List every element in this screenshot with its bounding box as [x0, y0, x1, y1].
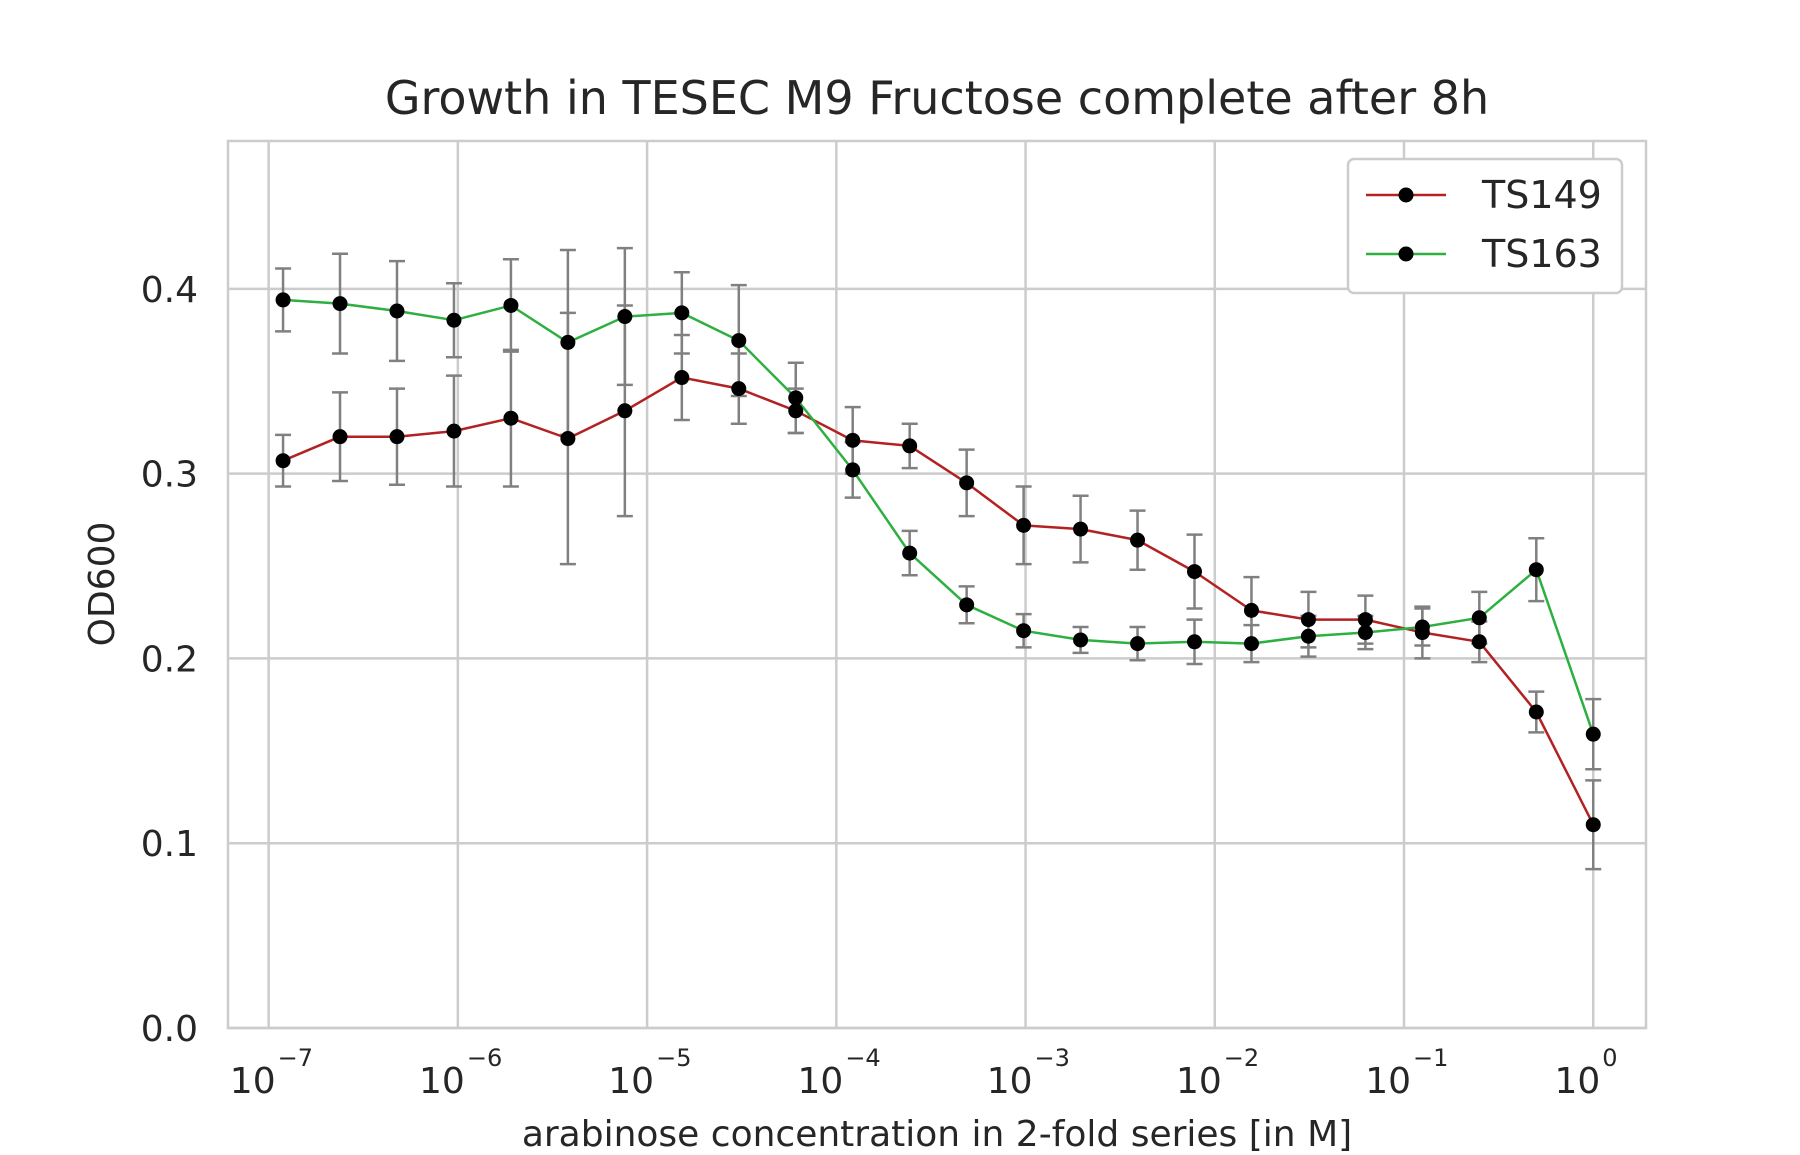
data-point-ts149 [1357, 612, 1373, 628]
data-point-ts149 [788, 403, 804, 419]
legend-marker-ts163 [1398, 246, 1414, 262]
data-point-ts163 [1016, 623, 1032, 639]
data-point-ts163 [1130, 636, 1146, 652]
data-point-ts163 [617, 309, 633, 325]
legend: TS149 TS163 [1346, 157, 1624, 295]
data-point-ts163 [1300, 628, 1316, 644]
x-tick-exponent: −7 [278, 1044, 313, 1072]
data-point-ts163 [275, 292, 291, 308]
data-point-ts163 [1243, 636, 1259, 652]
y-tick-label: 0.1 [141, 824, 198, 865]
x-tick-label: 10 [1365, 1061, 1411, 1102]
data-point-ts163 [503, 297, 519, 313]
x-tick-exponent: 0 [1602, 1044, 1617, 1072]
series-line-ts149 [282, 376, 1595, 826]
x-tick-label: 10 [230, 1061, 276, 1102]
data-point-ts149 [617, 403, 633, 419]
x-tick-exponent: −1 [1413, 1044, 1448, 1072]
data-point-ts149 [1471, 634, 1487, 650]
data-point-ts149 [1130, 532, 1146, 548]
data-point-ts163 [959, 597, 975, 613]
x-tick-exponent: −6 [467, 1044, 502, 1072]
x-tick-exponent: −2 [1224, 1044, 1259, 1072]
data-point-ts149 [674, 370, 690, 386]
y-tick-label: 0.4 [141, 270, 198, 311]
chart-title: Growth in TESEC M9 Fructose complete aft… [385, 71, 1489, 125]
legend-label-ts149: TS149 [1481, 173, 1602, 217]
data-point-ts149 [845, 432, 861, 448]
data-point-ts163 [731, 333, 747, 349]
data-point-ts163 [1471, 610, 1487, 626]
data-point-ts149 [1300, 612, 1316, 628]
legend-label-ts163: TS163 [1481, 232, 1602, 276]
y-tick-label: 0.3 [141, 455, 198, 496]
data-point-ts163 [1357, 625, 1373, 641]
x-tick-exponent: −4 [845, 1044, 880, 1072]
data-point-ts163 [1073, 632, 1089, 648]
data-point-ts163 [845, 462, 861, 478]
series-line-ts163 [283, 298, 1595, 735]
grid-lines [228, 141, 1646, 1030]
data-point-ts163 [560, 334, 576, 350]
legend-marker-ts149 [1398, 187, 1414, 203]
data-point-ts163 [788, 390, 804, 406]
y-tick-label: 0.0 [141, 1009, 198, 1050]
data-point-ts163 [1186, 634, 1202, 650]
data-point-ts149 [1186, 564, 1202, 580]
y-tick-labels: 0.0 0.1 0.2 0.3 0.4 [141, 270, 198, 1050]
x-tick-label: 10 [1176, 1061, 1222, 1102]
x-tick-label: 10 [798, 1061, 844, 1102]
data-point-ts149 [389, 429, 405, 445]
legend-box [1346, 157, 1624, 295]
x-tick-exponent: −5 [656, 1044, 691, 1072]
data-point-ts163 [332, 296, 348, 312]
data-point-ts149 [731, 381, 747, 397]
data-point-ts149 [959, 475, 975, 491]
x-axis-label: arabinose concentration in 2-fold series… [522, 1114, 1352, 1155]
data-point-ts163 [1414, 619, 1430, 635]
data-point-ts149 [560, 431, 576, 447]
data-point-ts163 [1528, 562, 1544, 578]
data-point-ts149 [1528, 704, 1544, 720]
data-point-ts163 [446, 312, 462, 328]
data-point-ts163 [674, 305, 690, 321]
data-point-ts149 [1243, 602, 1259, 618]
data-point-ts149 [275, 453, 291, 469]
data-point-ts149 [1073, 521, 1089, 537]
data-point-ts149 [1016, 517, 1032, 533]
plot-frame [226, 139, 1648, 1030]
data-point-ts149 [902, 438, 918, 454]
data-point-ts149 [1585, 817, 1601, 833]
data-point-ts149 [446, 423, 462, 439]
x-tick-label: 10 [419, 1061, 465, 1102]
x-tick-label: 10 [608, 1061, 654, 1102]
x-tick-exponent: −3 [1035, 1044, 1070, 1072]
data-markers [275, 292, 1601, 833]
data-point-ts163 [389, 303, 405, 319]
series-lines [282, 298, 1595, 826]
data-point-ts149 [503, 410, 519, 426]
x-tick-label: 10 [987, 1061, 1033, 1102]
data-point-ts163 [1585, 726, 1601, 742]
x-tick-label: 10 [1554, 1061, 1600, 1102]
data-point-ts149 [332, 429, 348, 445]
y-tick-label: 0.2 [141, 639, 198, 680]
data-point-ts163 [902, 545, 918, 561]
y-axis-label: OD600 [82, 522, 123, 647]
